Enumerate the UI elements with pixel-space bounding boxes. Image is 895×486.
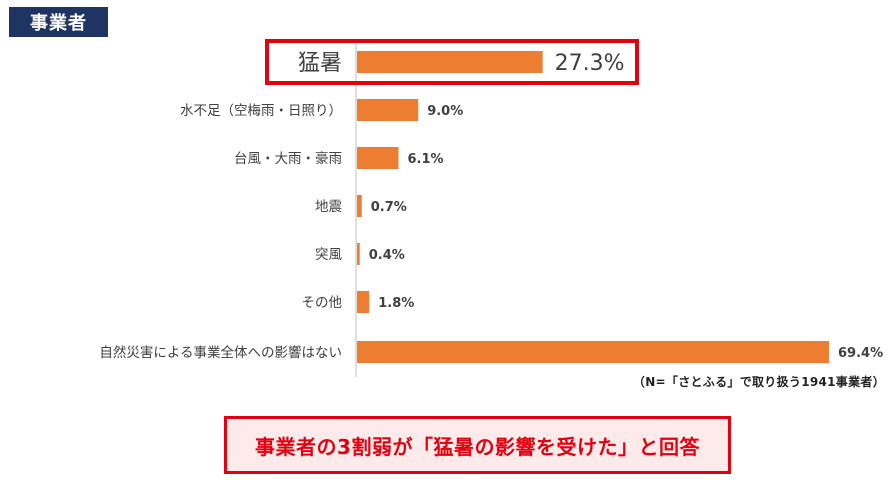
- category-label-6: 自然災害による事業全体への影響はない: [99, 344, 342, 361]
- bar-2: [357, 147, 399, 169]
- category-label-0: 猛暑: [298, 51, 342, 76]
- value-label-4: 0.4%: [369, 248, 405, 263]
- value-label-2: 6.1%: [407, 152, 443, 167]
- callout-text: 事業者の3割弱が「猛暑の影響を受けた」と回答: [255, 434, 700, 459]
- value-label-1: 9.0%: [427, 104, 463, 119]
- category-label-5: その他: [302, 295, 343, 311]
- bar-chart: 猛暑 27.3% 水不足（空梅雨・日照り） 9.0% 台風・大雨・豪雨 6.1% 地震 0.7…: [99, 39, 883, 377]
- value-label-6: 69.4%: [838, 346, 883, 361]
- bar-5: [357, 291, 370, 313]
- bar-1: [357, 99, 419, 121]
- category-label-3: 地震: [315, 199, 342, 215]
- value-label-0: 27.3%: [555, 51, 625, 76]
- segment-tag: 事業者: [9, 7, 108, 37]
- value-label-3: 0.7%: [371, 200, 407, 215]
- category-label-1: 水不足（空梅雨・日照り）: [180, 103, 342, 119]
- bar-6: [357, 341, 829, 363]
- category-label-2: 台風・大雨・豪雨: [234, 151, 342, 167]
- sample-note: （N=「さとふる」で取り扱う1941事業者）: [632, 375, 885, 389]
- bar-4: [357, 243, 360, 265]
- callout-box: 事業者の3割弱が「猛暑の影響を受けた」と回答: [224, 416, 731, 474]
- value-label-5: 1.8%: [378, 296, 414, 311]
- bar-3: [357, 195, 362, 217]
- highlight-frame: [265, 39, 639, 85]
- category-label-4: 突風: [315, 247, 342, 263]
- bar-0: [357, 51, 543, 73]
